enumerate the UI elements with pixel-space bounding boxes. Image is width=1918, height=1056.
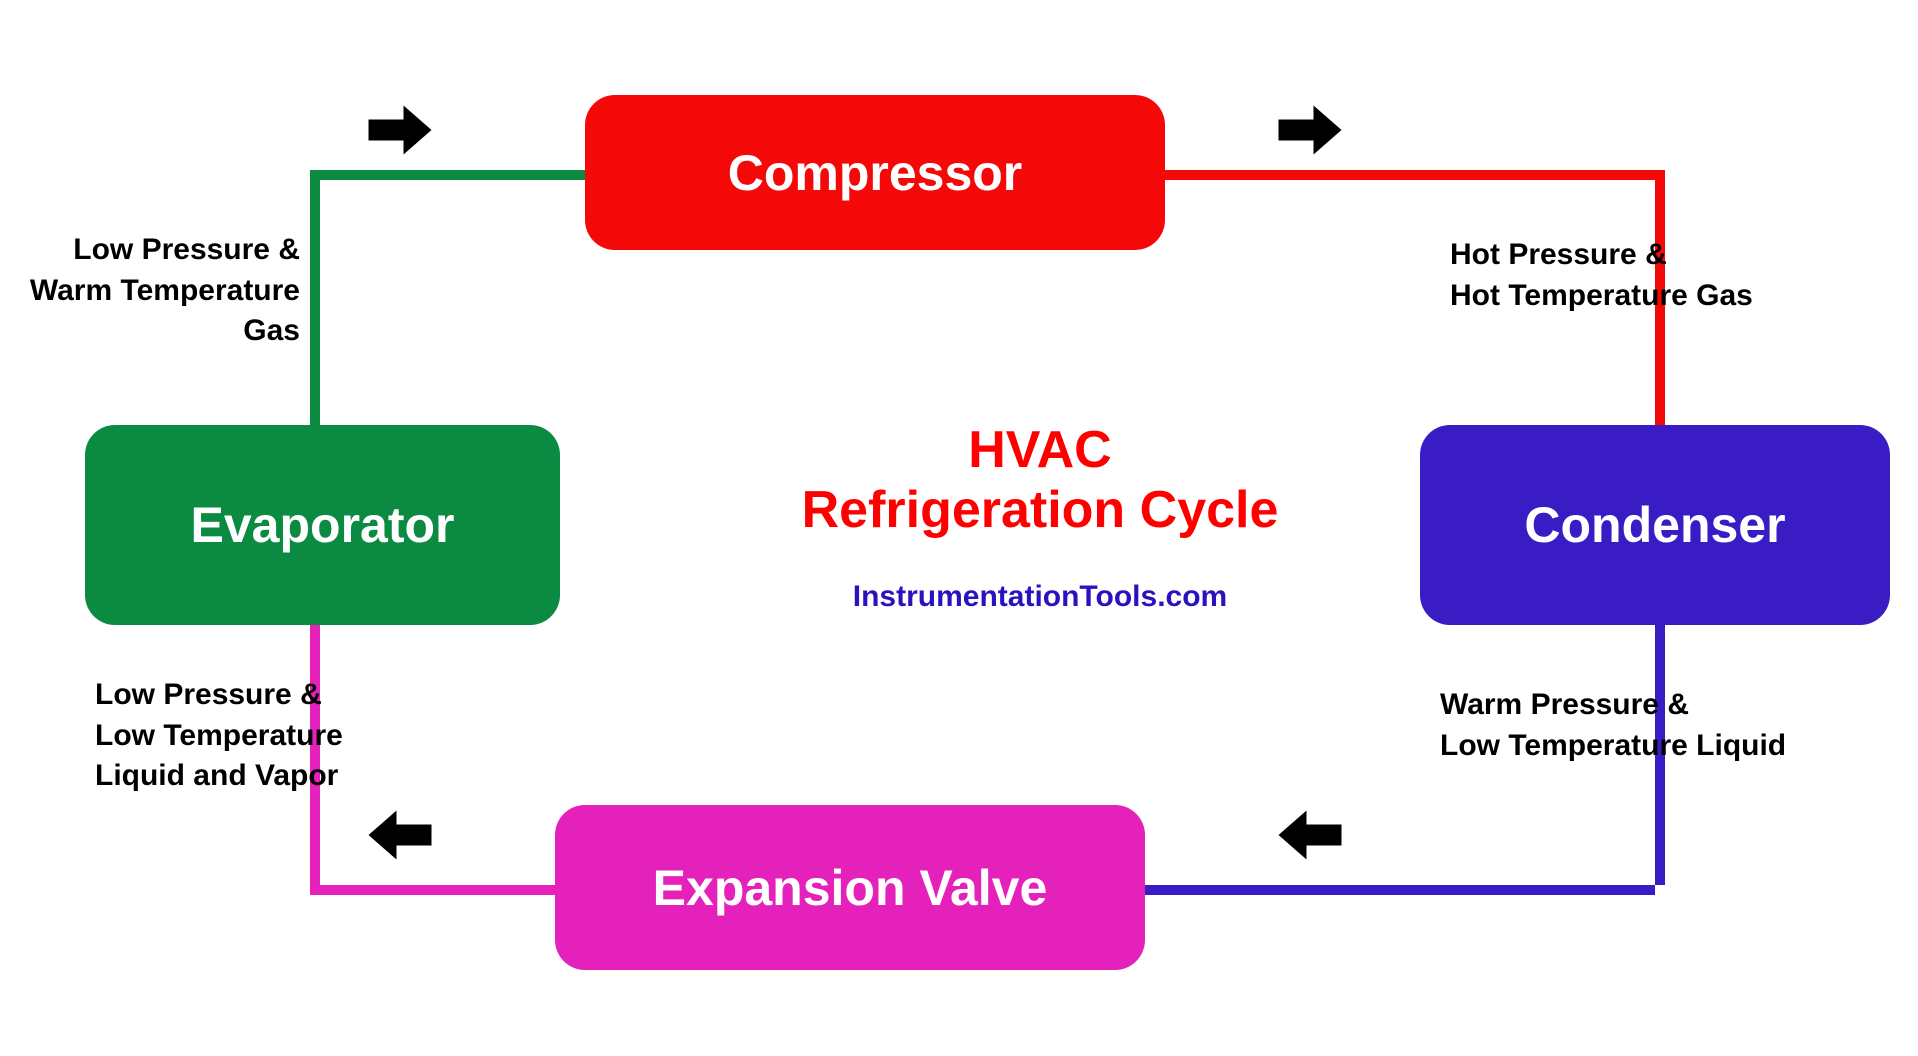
- diagram-title: HVAC Refrigeration Cycle: [760, 420, 1320, 540]
- node-compressor: Compressor: [585, 95, 1165, 250]
- arrow-left-icon: [365, 800, 435, 870]
- arrow-right-icon: [365, 95, 435, 165]
- state-low-pressure-warm-gas: Low Pressure & Warm Temperature Gas: [15, 230, 300, 352]
- state-line: Liquid and Vapor: [95, 756, 395, 797]
- diagram-subtitle-text: InstrumentationTools.com: [853, 580, 1227, 613]
- node-expansion-valve: Expansion Valve: [555, 805, 1145, 970]
- connector-cond-exp-h: [1145, 885, 1655, 895]
- state-line: Warm Pressure &: [1440, 685, 1910, 726]
- state-hot-pressure-hot-gas: Hot Pressure & Hot Temperature Gas: [1450, 235, 1900, 316]
- connector-exp-evap-h: [310, 885, 555, 895]
- state-line: Low Pressure &: [15, 230, 300, 271]
- node-condenser: Condenser: [1420, 425, 1890, 625]
- arrow-right-icon: [1275, 95, 1345, 165]
- state-line: Low Pressure &: [95, 675, 395, 716]
- connector-evap-comp-v: [310, 170, 320, 425]
- node-expansion-valve-label: Expansion Valve: [653, 859, 1048, 917]
- diagram-subtitle: InstrumentationTools.com: [760, 580, 1320, 614]
- state-line: Hot Temperature Gas: [1450, 276, 1900, 317]
- connector-evap-comp-h: [310, 170, 585, 180]
- diagram-title-line2: Refrigeration Cycle: [760, 480, 1320, 540]
- state-line: Warm Temperature: [15, 271, 300, 312]
- diagram-title-line1: HVAC: [760, 420, 1320, 480]
- state-line: Hot Pressure &: [1450, 235, 1900, 276]
- state-line: Low Temperature Liquid: [1440, 726, 1910, 767]
- state-line: Gas: [15, 311, 300, 352]
- state-warm-pressure-low-liq: Warm Pressure & Low Temperature Liquid: [1440, 685, 1910, 766]
- node-condenser-label: Condenser: [1524, 496, 1785, 554]
- arrow-left-icon: [1275, 800, 1345, 870]
- state-line: Low Temperature: [95, 716, 395, 757]
- state-low-pressure-low-liq-vap: Low Pressure & Low Temperature Liquid an…: [95, 675, 395, 797]
- node-evaporator: Evaporator: [85, 425, 560, 625]
- node-evaporator-label: Evaporator: [191, 496, 455, 554]
- connector-comp-cond-h: [1165, 170, 1655, 180]
- node-compressor-label: Compressor: [728, 144, 1023, 202]
